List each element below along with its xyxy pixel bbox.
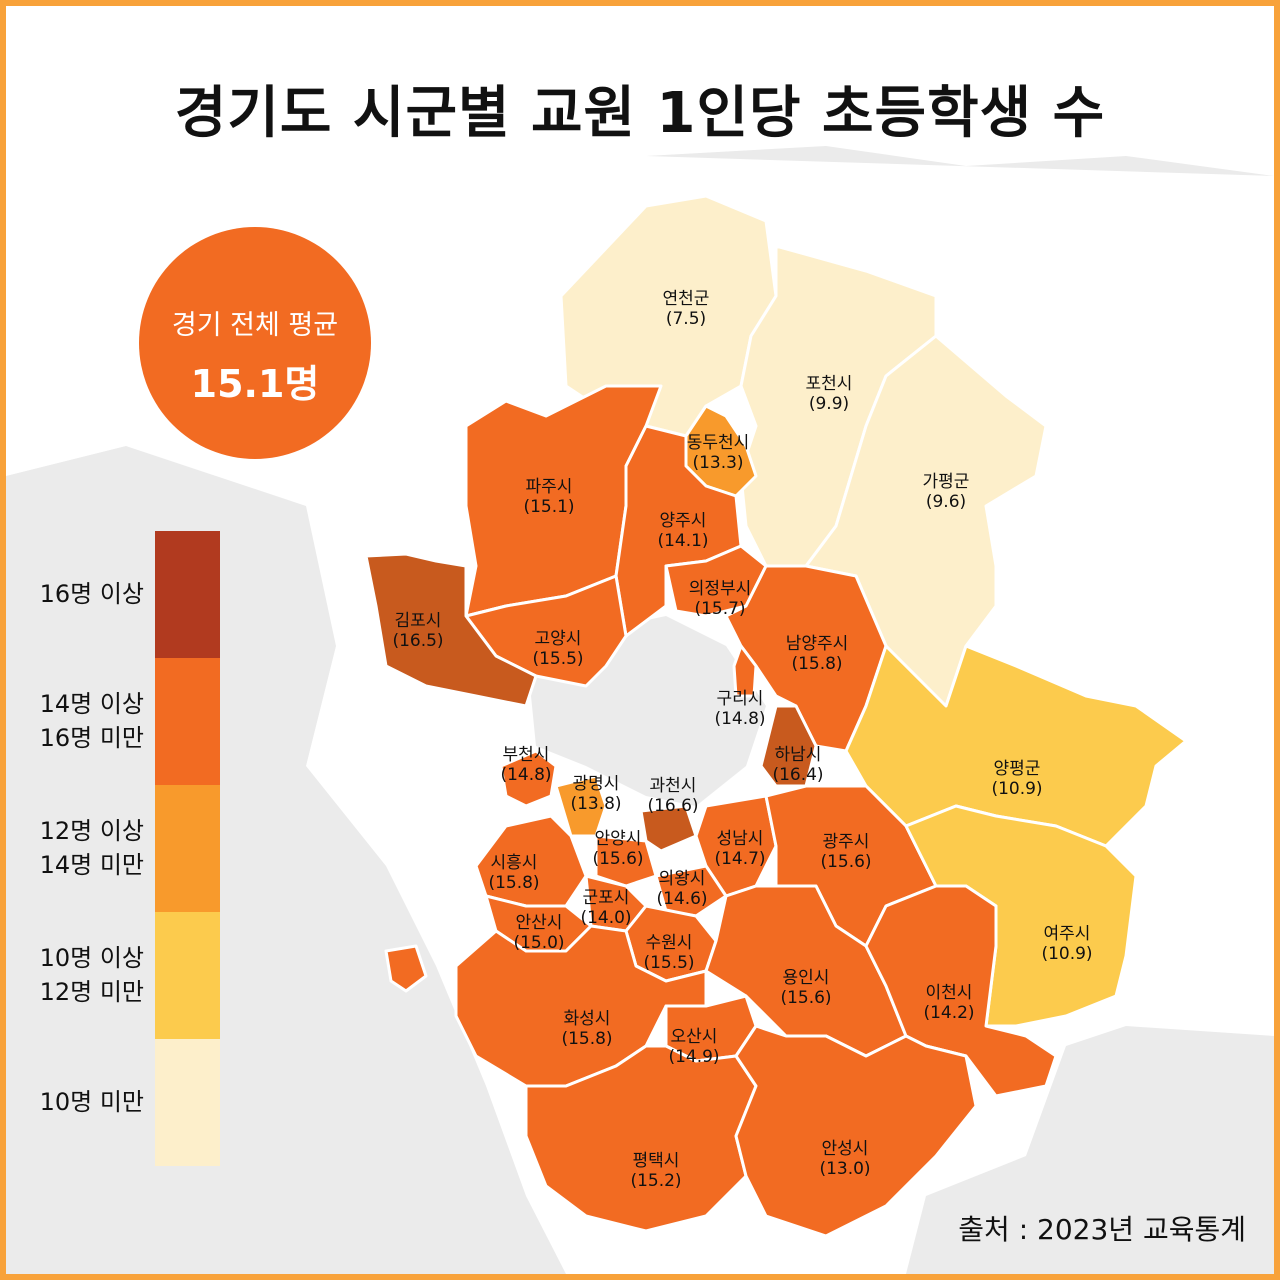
region-name-label: 김포시	[395, 611, 442, 631]
region-name-label: 오산시	[671, 1027, 718, 1047]
legend-label-line1: 10명 이상	[39, 944, 144, 972]
region-name-label: 의왕시	[659, 869, 706, 889]
legend-swatch	[155, 1039, 220, 1166]
region-name-label: 평택시	[633, 1151, 680, 1171]
region-name-label: 안산시	[516, 913, 563, 933]
gyeonggi-map: 연천군(7.5)포천시(9.9)동두천시(13.3)가평군(9.6)파주시(15…	[6, 146, 1274, 1274]
region-name-label: 연천군	[663, 289, 710, 309]
region-name-label: 화성시	[564, 1009, 611, 1029]
region-value-label: (13.8)	[570, 794, 621, 814]
region-name-label: 안양시	[595, 829, 642, 849]
region-value-label: (16.6)	[647, 796, 698, 816]
region-name-label: 안성시	[822, 1139, 869, 1159]
region-value-label: (16.5)	[392, 631, 443, 651]
region-value-label: (15.8)	[791, 654, 842, 674]
region-value-label: (16.4)	[772, 765, 823, 785]
legend-label-line1: 12명 이상	[39, 817, 144, 845]
region-value-label: (14.2)	[923, 1003, 974, 1023]
region-name-label: 부천시	[503, 745, 550, 765]
legend-label: 10명 미만	[24, 1085, 144, 1119]
legend-label-line2: 14명 미만	[39, 851, 144, 879]
region-value-label: (14.7)	[714, 849, 765, 869]
region-value-label: (13.0)	[819, 1159, 870, 1179]
region-name-label: 시흥시	[491, 853, 538, 873]
region-value-label: (15.5)	[532, 649, 583, 669]
region-value-label: (10.9)	[1041, 944, 1092, 964]
region-value-label: (15.1)	[523, 497, 574, 517]
region-value-label: (15.0)	[513, 933, 564, 953]
region-name-label: 고양시	[535, 629, 582, 649]
region-value-label: (10.9)	[991, 779, 1042, 799]
region-name-label: 의정부시	[689, 579, 752, 599]
region-value-label: (15.2)	[630, 1171, 681, 1191]
legend-label-line1: 14명 이상	[39, 690, 144, 718]
region-value-label: (9.6)	[926, 492, 966, 512]
region-value-label: (15.7)	[694, 599, 745, 619]
region-value-label: (14.8)	[500, 765, 551, 785]
region-value-label: (9.9)	[809, 394, 849, 414]
region-guri	[732, 644, 758, 698]
region-name-label: 광주시	[823, 832, 870, 852]
region-value-label: (15.6)	[820, 852, 871, 872]
legend-label-line1: 10명 미만	[39, 1088, 144, 1116]
region-name-label: 구리시	[717, 689, 764, 709]
region-value-label: (14.9)	[668, 1047, 719, 1067]
region-value-label: (14.0)	[580, 908, 631, 928]
legend-label-line2: 16명 미만	[39, 724, 144, 752]
region-uiwang	[654, 864, 728, 918]
legend-swatch	[155, 658, 220, 785]
region-value-label: (14.1)	[657, 531, 708, 551]
average-label: 경기 전체 평균	[171, 310, 339, 341]
region-anyang	[594, 834, 658, 888]
legend-label-line1: 16명 이상	[39, 580, 144, 608]
legend-swatch	[155, 912, 220, 1039]
region-value-label: (15.8)	[561, 1029, 612, 1049]
region-value-label: (15.6)	[780, 988, 831, 1008]
region-gwangmyeong	[554, 774, 608, 838]
page-title: 경기도 시군별 교원 1인당 초등학생 수	[174, 81, 1106, 146]
region-name-label: 양평군	[994, 759, 1041, 779]
region-name-label: 하남시	[775, 745, 822, 765]
region-name-label: 수원시	[646, 933, 693, 953]
average-value: 15.1명	[190, 362, 320, 406]
region-name-label: 용인시	[783, 968, 830, 988]
region-name-label: 성남시	[717, 829, 764, 849]
region-name-label: 이천시	[926, 983, 973, 1003]
region-name-label: 여주시	[1044, 924, 1091, 944]
region-anseong	[734, 1024, 978, 1238]
region-value-label: (15.8)	[488, 873, 539, 893]
source-note: 출처 : 2023년 교육통계	[958, 1213, 1246, 1246]
region-gwacheon	[639, 804, 698, 853]
region-gimpo	[364, 552, 538, 708]
legend-label: 16명 이상	[24, 577, 144, 611]
legend-swatch	[155, 531, 220, 658]
region-value-label: (13.3)	[692, 453, 743, 473]
region-name-label: 양주시	[660, 511, 707, 531]
region-value-label: (15.5)	[643, 953, 694, 973]
island-daebudo	[384, 944, 428, 993]
region-name-label: 군포시	[583, 888, 630, 908]
region-bucheon	[499, 749, 558, 808]
region-value-label: (14.6)	[656, 889, 707, 909]
legend-label: 12명 이상 14명 미만	[24, 814, 144, 882]
legend-label-line2: 12명 미만	[39, 978, 144, 1006]
region-name-label: 동두천시	[687, 433, 750, 453]
region-name-label: 가평군	[923, 472, 970, 492]
region-value-label: (14.8)	[714, 709, 765, 729]
region-name-label: 광명시	[573, 774, 620, 794]
legend-swatch	[155, 785, 220, 912]
legend-bar	[155, 531, 220, 1166]
region-labels: 연천군(7.5)포천시(9.9)동두천시(13.3)가평군(9.6)파주시(15…	[392, 289, 1092, 1191]
region-name-label: 포천시	[806, 374, 853, 394]
legend-label: 14명 이상 16명 미만	[24, 687, 144, 755]
region-name-label: 파주시	[526, 477, 573, 497]
region-yangpyeong	[844, 644, 1188, 848]
region-value-label: (7.5)	[666, 309, 706, 329]
legend-label: 10명 이상 12명 미만	[24, 941, 144, 1009]
region-name-label: 남양주시	[786, 634, 849, 654]
region-name-label: 과천시	[650, 776, 697, 796]
average-badge: 경기 전체 평균 15.1명	[139, 227, 371, 459]
region-value-label: (15.6)	[592, 849, 643, 869]
